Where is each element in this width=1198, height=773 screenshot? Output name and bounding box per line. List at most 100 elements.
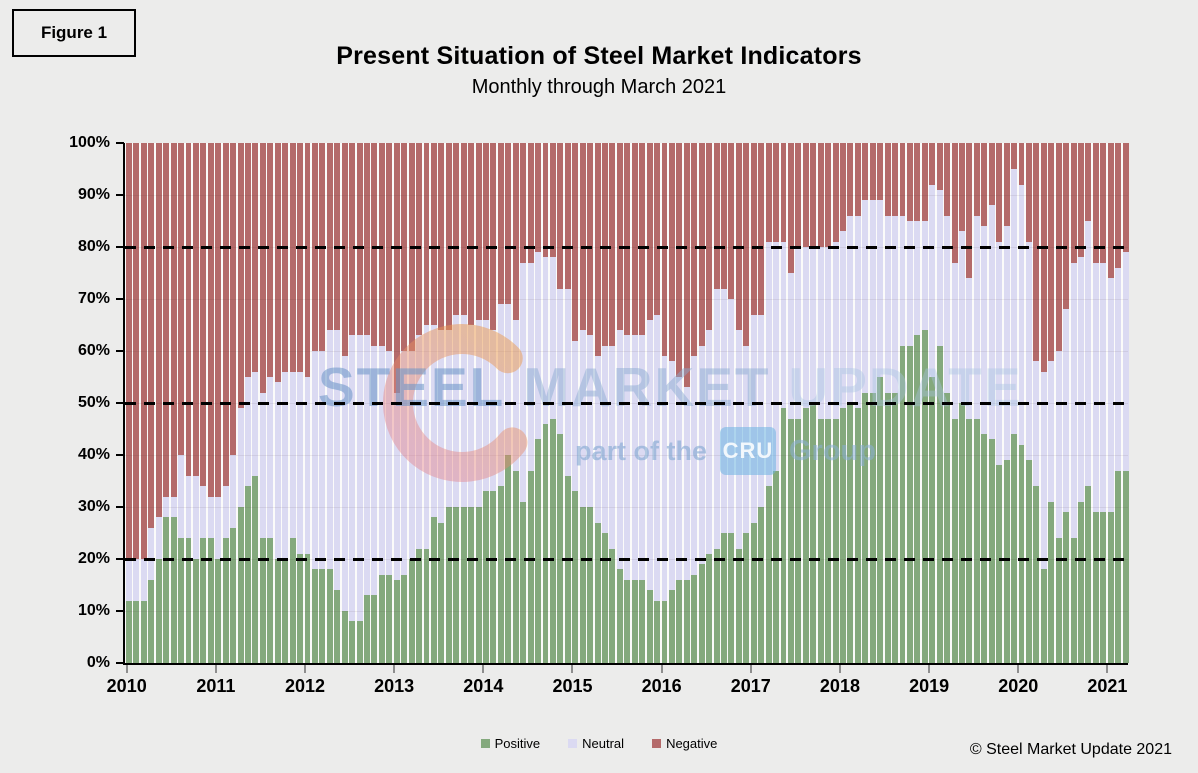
neutral-segment	[349, 335, 356, 622]
neutral-segment	[215, 496, 222, 559]
neutral-segment	[713, 288, 720, 549]
neutral-segment	[572, 340, 579, 492]
y-axis-tick	[116, 142, 124, 144]
negative-segment	[572, 143, 579, 341]
bar-column	[259, 143, 266, 663]
positive-segment	[416, 548, 422, 663]
bar-column	[1070, 143, 1077, 663]
negative-segment	[579, 143, 586, 331]
neutral-segment	[475, 319, 482, 507]
negative-segment	[252, 143, 259, 372]
bar-column	[371, 143, 378, 663]
negative-segment	[921, 143, 928, 221]
bar-column	[1011, 143, 1017, 663]
neutral-segment	[899, 215, 906, 346]
neutral-segment	[594, 356, 601, 523]
positive-segment	[349, 621, 356, 663]
gridline	[125, 351, 1128, 352]
negative-swatch-icon	[652, 739, 662, 748]
x-axis-label: 2016	[641, 676, 682, 696]
positive-segment	[847, 402, 854, 663]
negative-segment	[1100, 143, 1107, 263]
y-axis-label: 0%	[86, 654, 110, 671]
bar-column	[892, 143, 898, 663]
positive-segment	[899, 345, 906, 663]
negative-segment	[230, 143, 237, 455]
positive-segment	[475, 506, 482, 663]
negative-segment	[490, 143, 497, 331]
x-axis-tick	[125, 665, 128, 673]
bar-column	[840, 143, 846, 663]
positive-segment	[185, 538, 192, 663]
negative-segment	[274, 143, 281, 383]
neutral-segment	[735, 330, 742, 549]
bar-column	[847, 143, 854, 663]
positive-segment	[1018, 444, 1025, 663]
bar-column	[988, 143, 995, 663]
neutral-segment	[230, 455, 237, 528]
neutral-segment	[1085, 221, 1092, 487]
neutral-segment	[832, 241, 839, 419]
negative-segment	[698, 143, 705, 346]
neutral-segment	[706, 330, 713, 554]
positive-segment	[245, 486, 251, 663]
neutral-segment	[966, 278, 973, 419]
positive-segment	[230, 527, 237, 663]
neutral-segment	[773, 241, 779, 471]
positive-segment	[1048, 501, 1055, 663]
bar-column	[349, 143, 356, 663]
x-axis-tick	[304, 665, 307, 673]
neutral-segment	[892, 215, 898, 393]
negative-segment	[304, 143, 311, 377]
negative-segment	[170, 143, 177, 497]
positive-segment	[1070, 538, 1077, 663]
y-axis-tick	[116, 558, 124, 560]
bar-column	[282, 143, 289, 663]
positive-segment	[616, 569, 623, 663]
neutral-segment	[825, 247, 832, 419]
bar-column	[929, 143, 936, 663]
neutral-segment	[386, 351, 393, 575]
negative-segment	[505, 143, 512, 305]
neutral-segment	[468, 325, 475, 507]
neutral-segment	[497, 304, 504, 487]
bar-column	[996, 143, 1003, 663]
neutral-segment	[1055, 351, 1062, 539]
bar-column	[802, 143, 809, 663]
neutral-segment	[564, 288, 571, 476]
neutral-segment	[944, 215, 951, 393]
neutral-segment	[289, 371, 296, 539]
negative-segment	[765, 143, 772, 242]
neutral-segment	[401, 351, 408, 575]
negative-segment	[914, 143, 921, 221]
neutral-segment	[438, 330, 445, 523]
negative-segment	[631, 143, 638, 336]
neutral-segment	[646, 319, 653, 591]
neutral-segment	[542, 257, 549, 424]
positive-segment	[743, 532, 750, 663]
positive-segment	[460, 506, 467, 663]
bar-column	[341, 143, 348, 663]
positive-segment	[163, 517, 170, 663]
neutral-segment	[877, 200, 884, 377]
positive-segment	[572, 491, 579, 663]
positive-segment	[691, 574, 698, 663]
neutral-segment	[1078, 257, 1084, 502]
neutral-segment	[259, 392, 266, 539]
negative-segment	[341, 143, 348, 357]
negative-segment	[453, 143, 460, 315]
positive-segment	[892, 392, 898, 663]
neutral-segment	[200, 486, 207, 539]
x-axis-label: 2019	[909, 676, 950, 696]
x-axis-label: 2012	[284, 676, 326, 696]
negative-segment	[609, 143, 616, 346]
neutral-segment	[178, 455, 184, 539]
bar-column	[200, 143, 207, 663]
neutral-segment	[1092, 262, 1099, 513]
positive-segment	[936, 345, 943, 663]
negative-segment	[1003, 143, 1010, 227]
y-axis-tick	[116, 506, 124, 508]
positive-segment	[817, 418, 824, 663]
neutral-segment	[490, 330, 497, 492]
positive-segment	[326, 569, 333, 663]
